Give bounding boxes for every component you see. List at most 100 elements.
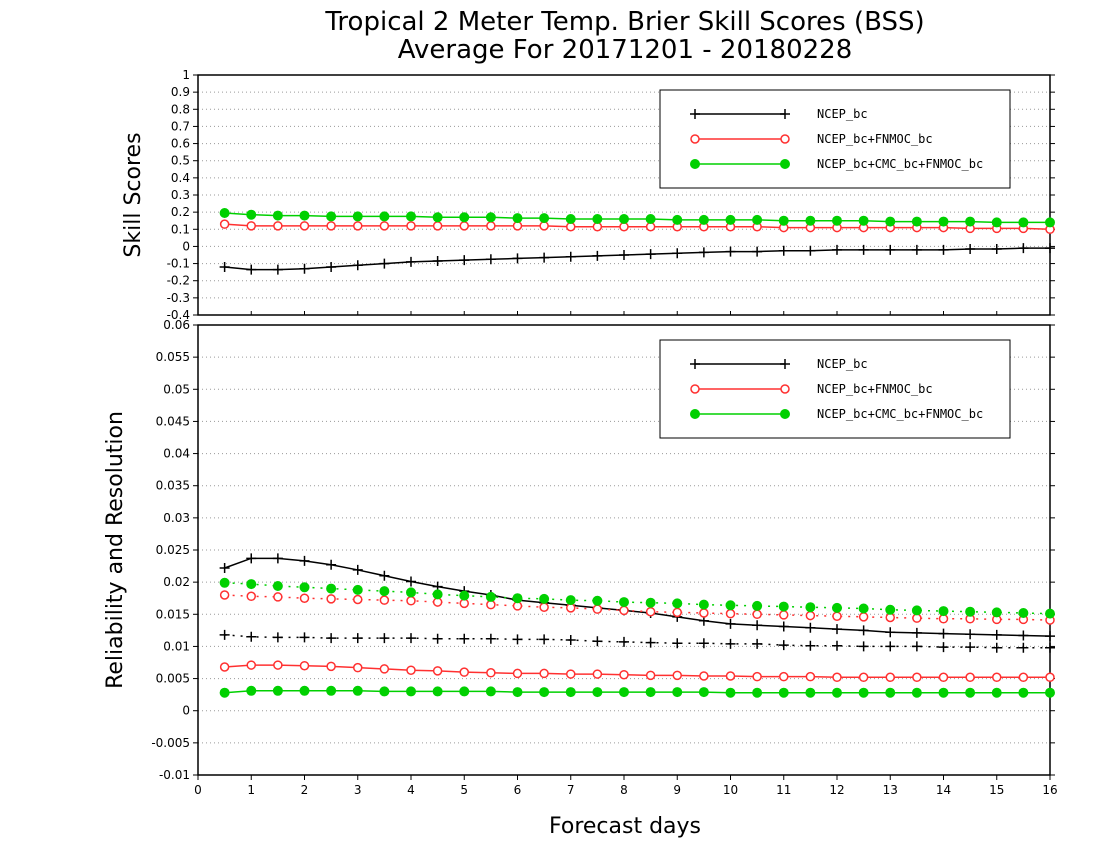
bottom-series-ncep-bc-cmc-bc-fnmoc-bc-reliability-point xyxy=(725,687,736,698)
bottom-series-ncep-bc-reliability-line xyxy=(224,634,1050,649)
bottom-series-ncep-bc-cmc-bc-fnmoc-bc-resolution-point xyxy=(858,603,869,614)
bottom-series-ncep-bc-fnmoc-bc-reliability-point xyxy=(379,664,390,674)
top-series-ncep-bc-cmc-bc-fnmoc-bc-point xyxy=(299,210,310,221)
bottom-series-ncep-bc-cmc-bc-fnmoc-bc-reliability-point xyxy=(592,687,603,698)
bottom-series-ncep-bc-fnmoc-bc-resolution-point xyxy=(326,594,336,604)
chart-title-line-1: Tropical 2 Meter Temp. Brier Skill Score… xyxy=(324,7,924,37)
bottom-series-ncep-bc-cmc-bc-fnmoc-bc-resolution-point xyxy=(379,586,390,597)
top-series-ncep-bc-point xyxy=(432,256,443,266)
top-y-tick-label: -0.1 xyxy=(167,257,190,271)
bottom-series-ncep-bc-cmc-bc-fnmoc-bc-reliability-point xyxy=(406,686,416,697)
bottom-series-ncep-bc-cmc-bc-fnmoc-bc-reliability-point xyxy=(1018,687,1029,698)
bottom-series-ncep-bc-cmc-bc-fnmoc-bc-resolution-point xyxy=(299,582,310,593)
bottom-series-ncep-bc-fnmoc-bc-reliability-point xyxy=(246,660,256,670)
top-series-ncep-bc-cmc-bc-fnmoc-bc-line xyxy=(224,212,1050,224)
bottom-series-ncep-bc-cmc-bc-fnmoc-bc-resolution-point xyxy=(272,581,283,591)
top-series-ncep-bc-cmc-bc-fnmoc-bc-point xyxy=(885,216,896,227)
bottom-series-ncep-bc-reliability-point xyxy=(272,632,283,643)
top-series-ncep-bc-cmc-bc-fnmoc-bc-point xyxy=(485,212,496,223)
bottom-series-ncep-bc-fnmoc-bc-reliability-point xyxy=(938,672,949,683)
top-series-ncep-bc-cmc-bc-fnmoc-bc-point xyxy=(272,210,283,221)
top-series-ncep-bc-cmc-bc-fnmoc-bc-point xyxy=(352,211,363,222)
bottom-y-tick-label: 0.045 xyxy=(156,414,190,428)
top-series-ncep-bc-point xyxy=(272,264,283,275)
top-series-ncep-bc-point xyxy=(752,246,763,257)
bottom-series-ncep-bc-reliability-point xyxy=(1018,642,1029,653)
bottom-series-ncep-bc-cmc-bc-fnmoc-bc-reliability-point xyxy=(512,687,523,698)
bottom-series-ncep-bc-cmc-bc-fnmoc-bc-resolution-point xyxy=(326,583,337,594)
bottom-y-tick-label: 0.03 xyxy=(163,511,190,525)
bottom-series-ncep-bc-cmc-bc-fnmoc-bc-reliability-point xyxy=(432,686,443,697)
top-series-ncep-bc-point xyxy=(645,249,656,260)
bottom-series-ncep-bc-resolution-point xyxy=(885,627,896,638)
bottom-legend-marker xyxy=(780,409,790,419)
top-series-ncep-bc-point xyxy=(246,264,257,275)
bottom-x-tick-label: 11 xyxy=(776,783,791,797)
top-series-ncep-bc-fnmoc-bc-point xyxy=(246,221,256,231)
bottom-legend-label: NCEP_bc xyxy=(817,357,868,371)
bottom-series-ncep-bc-cmc-bc-fnmoc-bc-reliability-point xyxy=(299,685,310,696)
bottom-series-ncep-bc-fnmoc-bc-reliability-point xyxy=(672,670,682,681)
top-series-ncep-bc-fnmoc-bc-point xyxy=(219,219,230,229)
bottom-y-tick-label: 0.02 xyxy=(163,575,190,589)
bottom-series-ncep-bc-cmc-bc-fnmoc-bc-reliability-point xyxy=(272,685,283,696)
bottom-series-ncep-bc-cmc-bc-fnmoc-bc-resolution-point xyxy=(592,595,603,606)
top-series-ncep-bc-point xyxy=(326,262,337,272)
bottom-series-ncep-bc-resolution-point xyxy=(1018,630,1029,641)
bottom-series-ncep-bc-cmc-bc-fnmoc-bc-resolution-point xyxy=(512,593,523,604)
top-y-tick-label: 0.1 xyxy=(171,222,190,236)
top-series-ncep-bc-point xyxy=(592,250,603,261)
top-series-ncep-bc-point xyxy=(911,244,922,255)
top-y-tick-label: 1 xyxy=(182,68,190,82)
bottom-series-ncep-bc-fnmoc-bc-resolution-point xyxy=(858,612,869,622)
top-series-ncep-bc-cmc-bc-fnmoc-bc-point xyxy=(565,214,576,224)
bottom-series-ncep-bc-fnmoc-bc-reliability-point xyxy=(1045,672,1055,683)
bottom-series-ncep-bc-fnmoc-bc-reliability-point xyxy=(353,662,363,673)
bottom-series-ncep-bc-fnmoc-bc-reliability-point xyxy=(885,672,895,683)
bottom-x-tick-label: 16 xyxy=(1042,783,1057,797)
bottom-series-ncep-bc-reliability-point xyxy=(911,641,922,652)
bottom-series-ncep-bc-reliability-point xyxy=(778,640,789,651)
top-series-ncep-bc-cmc-bc-fnmoc-bc-point xyxy=(911,216,922,227)
bottom-series-ncep-bc-fnmoc-bc-resolution-point xyxy=(752,609,762,620)
bottom-series-ncep-bc-resolution-point xyxy=(246,553,257,564)
skill-score-panel: -0.4 -0.3 -0.2 -0.1 0 0.1 0.2 0.3 0.4 0.5 0.6 0.7 0.… xyxy=(167,68,1055,322)
bottom-series-ncep-bc-fnmoc-bc-reliability-point xyxy=(299,660,310,671)
bottom-series-ncep-bc-fnmoc-bc-resolution-point xyxy=(725,608,736,619)
top-series-ncep-bc-point xyxy=(379,258,390,269)
bottom-series-ncep-bc-cmc-bc-fnmoc-bc-resolution-point xyxy=(539,593,550,604)
bottom-series-ncep-bc-fnmoc-bc-reliability-point xyxy=(512,668,523,679)
bottom-series-ncep-bc-reliability-point xyxy=(698,638,709,649)
bottom-series-ncep-bc-cmc-bc-fnmoc-bc-resolution-point xyxy=(885,604,896,615)
bottom-series-ncep-bc-cmc-bc-fnmoc-bc-reliability-point xyxy=(698,687,709,698)
bottom-series-ncep-bc-fnmoc-bc-resolution-point xyxy=(353,594,363,605)
top-series-ncep-bc-cmc-bc-fnmoc-bc-point xyxy=(805,215,816,226)
top-series-ncep-bc-point xyxy=(539,252,550,263)
bottom-y-tick-label: 0.025 xyxy=(156,543,190,557)
bottom-series-ncep-bc-fnmoc-bc-resolution-point xyxy=(539,602,549,612)
bottom-series-ncep-bc-cmc-bc-fnmoc-bc-resolution-point xyxy=(805,602,816,613)
bottom-series-ncep-bc-reliability-point xyxy=(485,633,496,644)
bottom-series-ncep-bc-fnmoc-bc-reliability-point xyxy=(699,671,709,681)
bottom-series-ncep-bc-resolution-point xyxy=(965,629,976,640)
reliability-resolution-panel: -0.01 -0.005 0 0.005 0.01 0.015 0.02 0.025 0.03 0… xyxy=(151,318,1057,797)
bottom-series-ncep-bc-reliability-point xyxy=(1045,642,1055,653)
top-series-ncep-bc-fnmoc-bc-point xyxy=(299,221,310,231)
bottom-series-ncep-bc-cmc-bc-fnmoc-bc-reliability-point xyxy=(539,687,550,698)
bottom-series-ncep-bc-resolution-point xyxy=(778,621,789,632)
bottom-series-ncep-bc-cmc-bc-fnmoc-bc-reliability-point xyxy=(885,687,896,698)
bottom-y-tick-label: 0.04 xyxy=(163,447,190,461)
top-series-ncep-bc-fnmoc-bc-point xyxy=(486,221,496,231)
top-series-ncep-bc-cmc-bc-fnmoc-bc-point xyxy=(592,214,603,224)
bottom-series-ncep-bc-reliability-point xyxy=(858,641,869,652)
bottom-series-ncep-bc-cmc-bc-fnmoc-bc-reliability-point xyxy=(459,686,470,697)
bottom-series-ncep-bc-cmc-bc-fnmoc-bc-reliability-point xyxy=(991,687,1002,698)
bottom-series-ncep-bc-reliability-point xyxy=(246,631,257,642)
bottom-series-ncep-bc-resolution-point xyxy=(805,622,816,633)
top-series-ncep-bc-cmc-bc-fnmoc-bc-point xyxy=(752,214,763,225)
bottom-series-ncep-bc-resolution-point xyxy=(858,625,869,636)
top-series-ncep-bc-cmc-bc-fnmoc-bc-point xyxy=(698,214,709,225)
bottom-x-tick-label: 15 xyxy=(989,783,1004,797)
top-legend-item: NCEP_bc+CMC_bc+FNMOC_bc xyxy=(690,157,983,171)
top-series-ncep-bc-cmc-bc-fnmoc-bc-point xyxy=(246,209,257,220)
